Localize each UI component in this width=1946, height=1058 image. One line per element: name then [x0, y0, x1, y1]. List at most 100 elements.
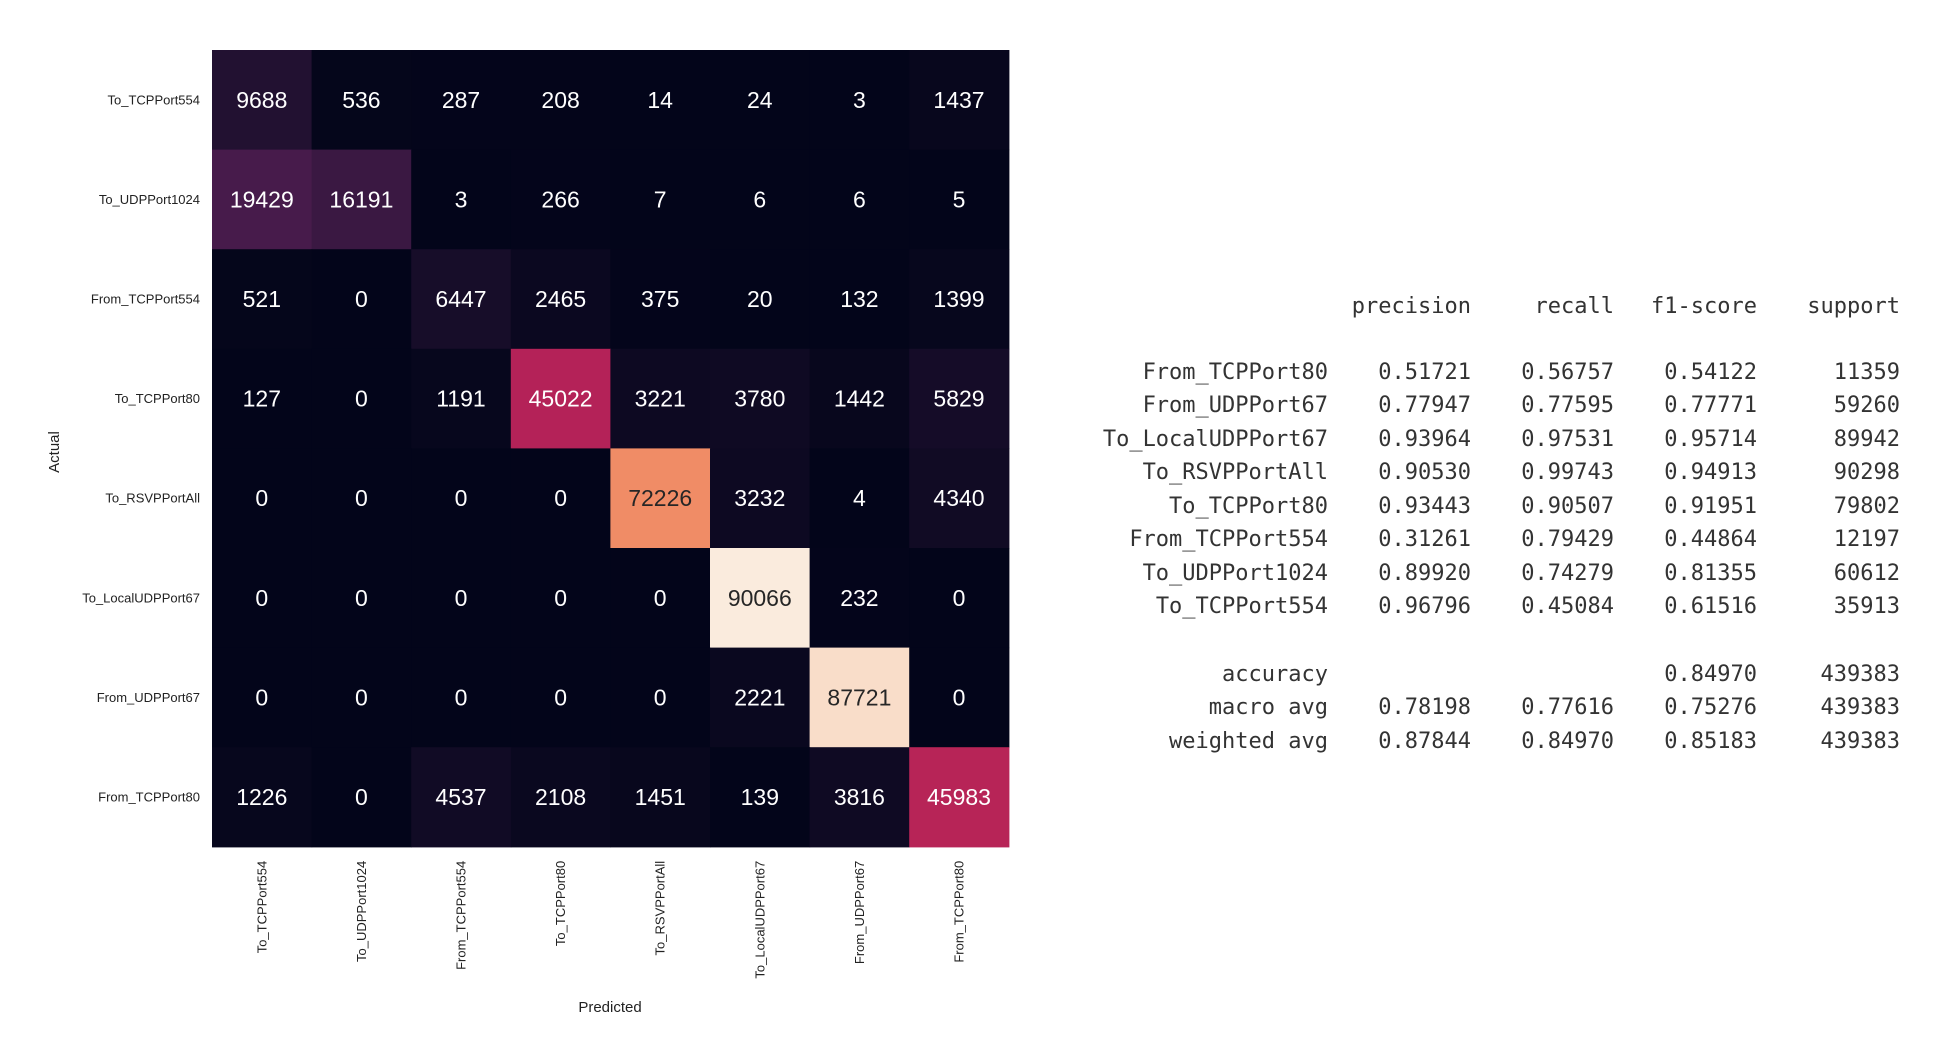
- report-row-label: To_UDPPort1024: [1142, 560, 1328, 586]
- heatmap-cell-value: 6: [753, 186, 766, 212]
- x-axis-label: Predicted: [578, 999, 641, 1016]
- heatmap-cell-value: 4537: [435, 784, 486, 810]
- heatmap-cell-value: 0: [255, 585, 268, 611]
- heatmap-cell-value: 1399: [933, 286, 984, 312]
- report-row-label: From_TCPPort80: [1142, 359, 1328, 385]
- heatmap-cell-value: 5: [953, 186, 966, 212]
- report-header-f1-score: f1-score: [1651, 294, 1757, 319]
- heatmap-cell-value: 375: [641, 286, 679, 312]
- report-row: From_TCPPort554 0.31261 0.79429 0.44864 1219…: [1060, 523, 1900, 557]
- heatmap-cell-value: 232: [840, 585, 878, 611]
- report-row: To_TCPPort554 0.96796 0.45084 0.61516 35913: [1060, 590, 1900, 624]
- report-cell: 0.79429: [1521, 527, 1614, 552]
- heatmap-cell: [610, 747, 711, 848]
- heatmap-cell: [311, 149, 412, 250]
- heatmap-cell: [510, 747, 611, 848]
- heatmap-cell-value: 127: [243, 386, 281, 412]
- report-cell: 0.85183: [1664, 728, 1757, 754]
- report-cell: 439383: [1820, 661, 1900, 687]
- heatmap-cell: [610, 348, 711, 449]
- y-tick-label: To_LocalUDPPort67: [82, 590, 200, 605]
- report-cell: 0.99743: [1521, 460, 1614, 485]
- report-cell: 0.77947: [1378, 393, 1471, 418]
- heatmap-cell-value: 0: [455, 585, 468, 611]
- y-tick-label: From_UDPPort67: [97, 690, 200, 705]
- heatmap-cell-value: 0: [455, 684, 468, 710]
- heatmap-cell-value: 7: [654, 186, 667, 212]
- x-tick-label: To_RSVPPortAll: [653, 861, 668, 956]
- y-tick-label: From_TCPPort80: [98, 790, 200, 805]
- heatmap-cell-value: 287: [442, 87, 480, 113]
- report-header-precision: precision: [1351, 294, 1471, 319]
- confusion-matrix-heatmap: 9688 536 287 208 14 24 3 1437 19429 16191 3 266 7 6 6 5…: [46, 50, 1010, 1016]
- report-spacer-cell: [1060, 324, 1900, 356]
- y-tick-label: To_RSVPPortAll: [105, 491, 200, 506]
- y-tick-labels: To_TCPPort554 To_UDPPort1024 From_TCPPort5…: [82, 92, 200, 804]
- heatmap-cell: [710, 548, 811, 649]
- y-tick-label: To_TCPPort80: [115, 391, 200, 406]
- heatmap-cell: [212, 647, 313, 748]
- heatmap-cell: [710, 448, 811, 549]
- heatmap-cell-value: 0: [953, 684, 966, 710]
- report-cell: 0.84970: [1521, 728, 1614, 754]
- report-row-label: macro avg: [1208, 695, 1328, 720]
- heatmap-cell: [610, 548, 711, 649]
- heatmap-cell-value: 16191: [329, 186, 393, 212]
- y-tick-label: To_UDPPort1024: [99, 192, 200, 207]
- heatmap-cell-value: 19429: [230, 186, 294, 212]
- heatmap-cell: [311, 448, 412, 549]
- heatmap-cell-value: 0: [953, 585, 966, 611]
- report-row-label: To_LocalUDPPort67: [1102, 426, 1328, 452]
- heatmap-cell-value: 1442: [834, 386, 885, 412]
- report-header-blank: [1060, 290, 1328, 324]
- x-tick-labels: To_TCPPort554 To_UDPPort1024 From_TCPPort5…: [254, 861, 966, 979]
- heatmap-cell: [411, 50, 512, 151]
- heatmap-cell-value: 1191: [436, 386, 485, 412]
- report-spacer-cell: [1060, 624, 1900, 658]
- report-cell: 35913: [1833, 594, 1900, 619]
- y-tick-label: From_TCPPort554: [91, 292, 200, 307]
- heatmap-cell-value: 0: [355, 684, 368, 710]
- report-row: weighted avg 0.87844 0.84970 0.85183 439383: [1060, 725, 1900, 759]
- report-cell: 0.45084: [1521, 594, 1614, 619]
- report-row-label: accuracy: [1222, 661, 1328, 687]
- report-cell: 12197: [1833, 527, 1900, 552]
- report-cell: 0.90507: [1521, 493, 1614, 519]
- report-cell: [1328, 658, 1471, 692]
- report-cell: 79802: [1833, 493, 1900, 519]
- heatmap-cell: [610, 448, 711, 549]
- heatmap-cell-value: 2108: [535, 784, 586, 810]
- heatmap-cell: [710, 747, 811, 848]
- report-cell: 0.74279: [1521, 560, 1614, 586]
- heatmap-cell: [411, 548, 512, 649]
- heatmap-cell: [909, 149, 1010, 250]
- report-cell: 0.91951: [1664, 493, 1757, 519]
- report-row-label: From_TCPPort554: [1129, 527, 1328, 552]
- report-cell: 0.90530: [1378, 460, 1471, 485]
- heatmap-cell: [909, 647, 1010, 748]
- heatmap-cell: [909, 448, 1010, 549]
- report-cell: 0.31261: [1378, 527, 1471, 552]
- report-cell: 0.77616: [1521, 695, 1614, 720]
- report-cell: 0.44864: [1664, 527, 1757, 552]
- x-tick-label: To_UDPPort1024: [354, 861, 369, 962]
- heatmap-cell: [212, 448, 313, 549]
- heatmap-cell-value: 24: [747, 87, 773, 113]
- report-cell: 60612: [1833, 560, 1900, 586]
- heatmap-cell: [411, 149, 512, 250]
- heatmap-cell-value: 2221: [734, 684, 785, 710]
- report-row: To_LocalUDPPort67 0.93964 0.97531 0.95714 89…: [1060, 423, 1900, 457]
- heatmap-cell-value: 0: [554, 684, 567, 710]
- heatmap-cell-value: 4: [853, 485, 866, 511]
- heatmap-cell-value: 0: [355, 286, 368, 312]
- report-cell: 0.61516: [1664, 594, 1757, 619]
- heatmap-cell-value: 72226: [628, 485, 692, 511]
- heatmap-cell-value: 6447: [435, 286, 486, 312]
- heatmap-cell-value: 208: [541, 87, 579, 113]
- report-header-recall: recall: [1534, 294, 1614, 319]
- heatmap-cell: [510, 50, 611, 151]
- report-cell: 0.56757: [1521, 359, 1614, 385]
- heatmap-cell-value: 3: [853, 87, 866, 113]
- heatmap-cell-value: 139: [741, 784, 779, 810]
- heatmap-cell: [510, 348, 611, 449]
